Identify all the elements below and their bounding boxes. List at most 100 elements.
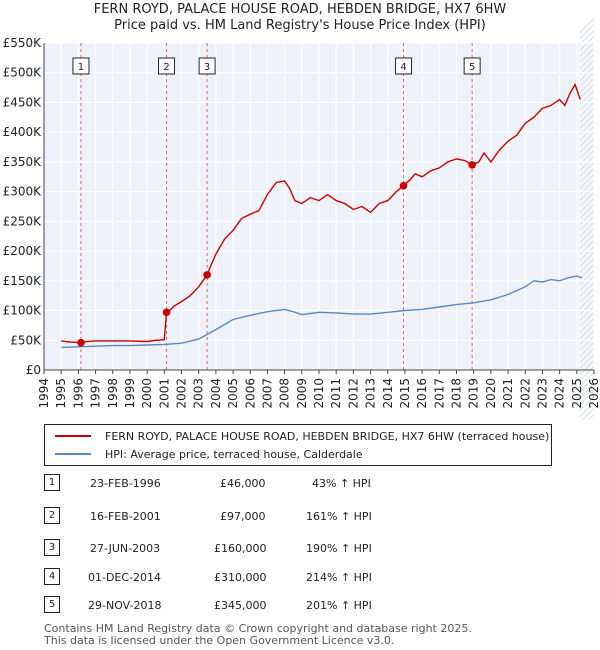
sale-point <box>468 161 476 169</box>
row-number-badge: 1 <box>44 474 60 491</box>
sale-marker-box <box>72 57 90 75</box>
y-tick-label: £0 <box>26 363 41 377</box>
forecast-hatch <box>579 378 595 394</box>
x-tick-label: 2022 <box>518 378 532 409</box>
row-number-badge: 5 <box>44 596 60 613</box>
table-row: 3 27-JUN-2003 £160,000 190% ↑ HPI <box>44 539 564 559</box>
forecast-hatch <box>579 78 595 94</box>
footer-licence: This data is licensed under the Open Gov… <box>44 634 395 647</box>
row-hpi-change: 214% ↑ HPI <box>306 571 372 584</box>
forecast-hatch <box>579 144 595 160</box>
x-tick-label: 2007 <box>260 378 274 409</box>
forecast-hatch <box>579 372 595 388</box>
sale-marker-label: 4 <box>400 62 406 73</box>
forecast-hatch <box>579 192 595 208</box>
row-date: 23-FEB-1996 <box>90 477 161 490</box>
sale-point <box>162 308 171 317</box>
sale-marker-box <box>198 57 216 75</box>
forecast-hatch <box>579 240 595 256</box>
forecast-hatch <box>579 300 595 316</box>
x-tick-label: 2000 <box>140 378 154 409</box>
forecast-hatch <box>579 48 595 64</box>
row-date: 29-NOV-2018 <box>88 599 162 612</box>
legend-item-hpi: HPI: Average price, terraced house, Cald… <box>55 446 363 462</box>
x-tick-label: 2005 <box>226 378 240 409</box>
forecast-hatch <box>579 222 595 238</box>
x-tick-label: 2001 <box>157 378 171 409</box>
table-row: 4 01-DEC-2014 £310,000 214% ↑ HPI <box>44 568 564 588</box>
sale-marker-box <box>395 57 413 75</box>
x-tick-label: 2026 <box>587 378 600 409</box>
forecast-hatch <box>579 102 595 118</box>
y-tick-label: £500K <box>3 66 43 80</box>
x-tick-label: 2006 <box>243 378 257 409</box>
forecast-hatch <box>587 414 595 420</box>
x-tick-label: 1999 <box>123 378 137 409</box>
row-hpi-change: 190% ↑ HPI <box>306 542 372 555</box>
forecast-hatch <box>579 174 595 190</box>
forecast-hatch <box>579 114 595 130</box>
legend-label-property: FERN ROYD, PALACE HOUSE ROAD, HEBDEN BRI… <box>105 429 550 443</box>
forecast-hatch <box>579 186 595 202</box>
row-date: 01-DEC-2014 <box>88 571 162 584</box>
y-tick-label: £50K <box>10 333 42 347</box>
forecast-hatch <box>579 72 595 88</box>
forecast-hatch <box>579 312 595 328</box>
forecast-hatch <box>579 36 595 52</box>
x-tick-label: 2017 <box>432 378 446 409</box>
forecast-hatch <box>579 96 595 112</box>
chart-plot: £0 £50K £100K £150K £200K £250K £300K £350K £400… <box>2 18 600 420</box>
row-price: £310,000 <box>214 571 267 584</box>
forecast-hatch <box>579 390 595 406</box>
x-tick-label: 2018 <box>450 378 464 409</box>
x-tick-label: 1998 <box>106 378 120 409</box>
x-tick-label: 2014 <box>381 378 395 409</box>
legend-item-property: FERN ROYD, PALACE HOUSE ROAD, HEBDEN BRI… <box>55 428 549 444</box>
forecast-hatch <box>579 66 595 82</box>
forecast-hatch <box>579 84 595 100</box>
table-row: 1 23-FEB-1996 £46,000 43% ↑ HPI <box>44 474 564 494</box>
x-tick-label: 2004 <box>209 378 223 409</box>
legend-swatch-property <box>55 435 91 437</box>
table-row: 5 29-NOV-2018 £345,000 201% ↑ HPI <box>44 596 564 616</box>
forecast-hatch <box>579 234 595 250</box>
forecast-hatch <box>579 198 595 214</box>
legend: FERN ROYD, PALACE HOUSE ROAD, HEBDEN BRI… <box>44 424 552 466</box>
row-price: £345,000 <box>214 599 267 612</box>
chart-title-line2: Price paid vs. HM Land Registry's House … <box>114 18 486 33</box>
forecast-hatch <box>579 42 595 58</box>
y-tick-label: £450K <box>3 95 43 109</box>
forecast-hatch <box>579 324 595 340</box>
x-tick-label: 2011 <box>329 378 343 409</box>
forecast-hatch <box>579 396 595 412</box>
forecast-hatch <box>579 126 595 142</box>
forecast-hatch <box>579 204 595 220</box>
table-row: 2 16-FEB-2001 £97,000 161% ↑ HPI <box>44 507 564 527</box>
y-tick-label: £250K <box>3 214 43 228</box>
x-tick-label: 2023 <box>535 378 549 409</box>
forecast-hatch <box>579 348 595 364</box>
x-tick-label: 2002 <box>175 378 189 409</box>
forecast-hatch <box>579 360 595 376</box>
forecast-hatch <box>579 210 595 226</box>
forecast-hatch <box>579 246 595 262</box>
row-price: £46,000 <box>220 477 266 490</box>
x-tick-label: 1997 <box>89 378 103 409</box>
sale-marker-box <box>158 57 176 75</box>
x-tick-label: 1995 <box>54 378 68 409</box>
row-date: 27-JUN-2003 <box>90 542 161 555</box>
x-tick-label: 2019 <box>467 378 481 409</box>
x-tick-label: 2015 <box>398 378 412 409</box>
y-tick-label: £200K <box>3 244 43 258</box>
y-tick-label: £350K <box>3 155 43 169</box>
forecast-hatch <box>579 336 595 352</box>
forecast-hatch <box>579 288 595 304</box>
sale-marker-label: 2 <box>163 62 169 73</box>
forecast-hatch <box>579 228 595 244</box>
sale-marker-box <box>463 57 481 75</box>
forecast-hatch <box>579 402 595 418</box>
forecast-hatch <box>579 180 595 196</box>
row-hpi-change: 43% ↑ HPI <box>312 477 371 490</box>
y-tick-label: £550K <box>3 36 43 50</box>
